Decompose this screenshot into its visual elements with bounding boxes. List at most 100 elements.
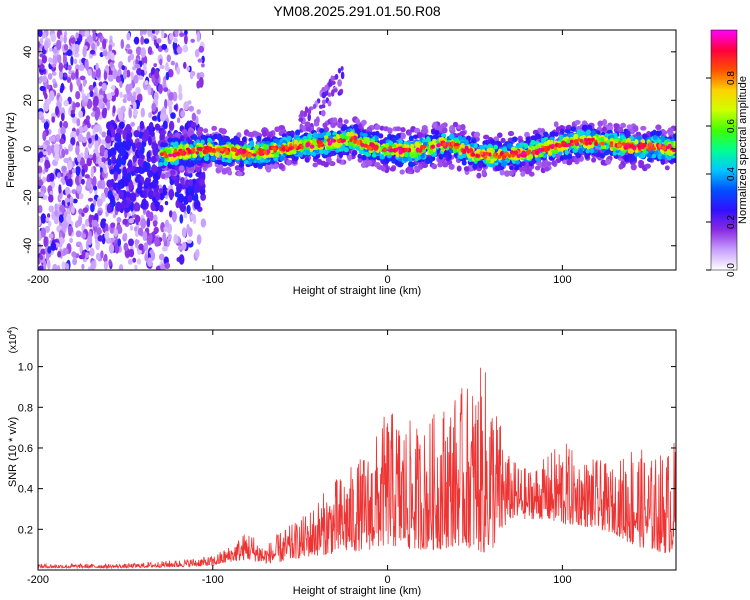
spectrogram-noise-cell	[125, 191, 132, 198]
spectrogram-ridge-cell	[617, 126, 624, 132]
spectrogram-noise-cell	[69, 237, 73, 244]
spectrogram-noise-cell	[133, 226, 138, 232]
spectrogram-noise-cell	[106, 203, 112, 214]
spectrogram-noise-cell	[129, 225, 134, 231]
spectrogram-noise-cell	[73, 58, 78, 65]
spectrogram-noise-cell	[78, 126, 84, 134]
spectrogram-noise-cell	[74, 43, 80, 54]
spectrogram-ridge-cell	[180, 135, 185, 142]
spectrogram-noise-cell	[200, 218, 207, 228]
spectrogram-noise-cell	[193, 183, 201, 193]
spectrogram-ridge-cell	[187, 130, 194, 137]
spectrogram-noise-cell	[168, 188, 175, 199]
spectrogram-noise-cell	[150, 165, 158, 173]
spectrogram-noise-cell	[48, 194, 54, 203]
spectrogram-ridge-cell	[559, 128, 565, 135]
spectrogram-noise-cell	[51, 211, 56, 221]
spectrogram-ridge-cell	[366, 126, 372, 133]
spectrogram-noise-cell	[132, 154, 137, 163]
spectrogram-ridge-cell	[375, 130, 380, 136]
spectrogram-ridge-cell	[295, 129, 301, 136]
spectrogram-ridge-cell	[215, 152, 220, 158]
spectrogram-noise-cell	[134, 63, 141, 69]
spectrogram-ridge-cell	[384, 143, 390, 148]
spectrogram-ridge-cell	[597, 120, 604, 127]
spectrogram-ridge-cell	[483, 134, 490, 140]
spectrogram-ridge-cell	[379, 155, 385, 160]
spectrogram-ridge-cell	[241, 136, 247, 143]
spectrogram-noise-cell	[106, 100, 111, 111]
spectrogram-noise-cell	[142, 190, 147, 198]
spectrogram-noise-cell	[59, 120, 63, 128]
spectrogram-noise-cell	[155, 265, 162, 270]
spectrogram-noise-cell	[108, 44, 113, 52]
spectrogram-noise-cell	[123, 242, 129, 252]
spectrogram-noise-cell	[89, 49, 96, 55]
spectrogram-noise-cell	[101, 82, 107, 92]
spectrogram-ridge-cell	[332, 117, 338, 124]
spectrogram-noise-cell	[79, 243, 83, 255]
spectrogram-ridge-cell	[655, 130, 661, 137]
spectrogram-noise-cell	[78, 110, 83, 119]
spectrogram-noise-cell	[180, 176, 185, 185]
spectrogram-noise-cell	[200, 193, 207, 201]
spectrogram-noise-cell	[87, 197, 94, 202]
spectrogram-ridge-cell	[511, 136, 518, 143]
spectrogram-ridge-cell	[279, 155, 285, 162]
spectrogram-noise-cell	[51, 135, 56, 142]
spectrogram-ridge-cell	[447, 154, 452, 159]
spectrogram-noise-cell	[81, 168, 85, 177]
spectrogram-noise-cell	[88, 154, 93, 159]
spectrogram-noise-cell	[48, 233, 54, 239]
spectrogram-noise-cell	[94, 238, 99, 244]
spectrogram-noise-cell	[50, 33, 57, 43]
spectrogram-noise-cell	[110, 52, 115, 61]
spectrogram-ridge-cell	[170, 169, 176, 176]
spectrogram-noise-cell	[83, 95, 89, 103]
spectrogram-noise-cell	[196, 234, 202, 245]
spectrogram-noise-cell	[82, 233, 87, 239]
spectrogram-noise-cell	[76, 118, 81, 127]
spectrogram-noise-cell	[78, 192, 84, 200]
spectrogram-noise-cell	[48, 47, 53, 52]
spectrogram-noise-cell	[176, 66, 181, 75]
spectrogram-noise-cell	[120, 105, 126, 113]
spectrogram-noise-cell	[91, 43, 96, 51]
spectrogram-ridge-cell	[378, 133, 384, 139]
spectrogram-noise-cell	[63, 44, 69, 51]
spectrogram-ridge-cell	[632, 125, 639, 132]
spectrogram-noise-cell	[166, 54, 172, 63]
spectrogram-ridge-cell	[200, 134, 207, 140]
spectrogram-ridge-cell	[178, 165, 185, 171]
spectrogram-noise-cell	[43, 121, 49, 131]
spectrogram-noise-cell	[135, 59, 139, 66]
spectrogram-noise-cell	[73, 117, 77, 123]
spectrogram-ridge-cell	[195, 165, 201, 173]
spectrogram-noise-cell	[44, 225, 50, 233]
spectrogram-noise-cell	[63, 64, 67, 69]
spectrogram-noise-cell	[160, 130, 166, 136]
spectrogram-noise-cell	[40, 227, 47, 238]
spectrogram-ridge-cell	[343, 119, 349, 125]
spectrogram-ridge-cell	[355, 118, 361, 125]
spectrogram-ridge-cell	[640, 125, 647, 131]
spectrogram-noise-cell	[127, 55, 131, 63]
spectrogram-ridge-cell	[374, 124, 381, 130]
spectrogram-ridge-cell	[361, 119, 367, 126]
spectrogram-ridge-cell	[496, 141, 503, 147]
spectrogram-noise-cell	[142, 160, 148, 172]
spectrogram-noise-cell	[80, 178, 85, 185]
spectrogram-ridge-cell	[520, 161, 526, 167]
spectrogram-noise-cell	[140, 35, 145, 45]
spectrogram-ridge-cell	[406, 130, 412, 136]
spectrogram-noise-cell	[134, 176, 140, 183]
spectrogram-ridge-cell	[531, 135, 538, 142]
spectrogram-noise-cell	[74, 40, 81, 46]
spectrogram-ridge-cell	[207, 137, 212, 143]
spectrogram-branch-cell	[312, 103, 317, 110]
spectrogram-ridge-cell	[652, 134, 658, 141]
spectrogram-noise-cell	[63, 157, 70, 164]
spectrogram-ridge-cell	[504, 170, 510, 177]
spectrogram-ridge-cell	[238, 162, 245, 168]
spectrogram-ridge-cell	[499, 168, 505, 176]
